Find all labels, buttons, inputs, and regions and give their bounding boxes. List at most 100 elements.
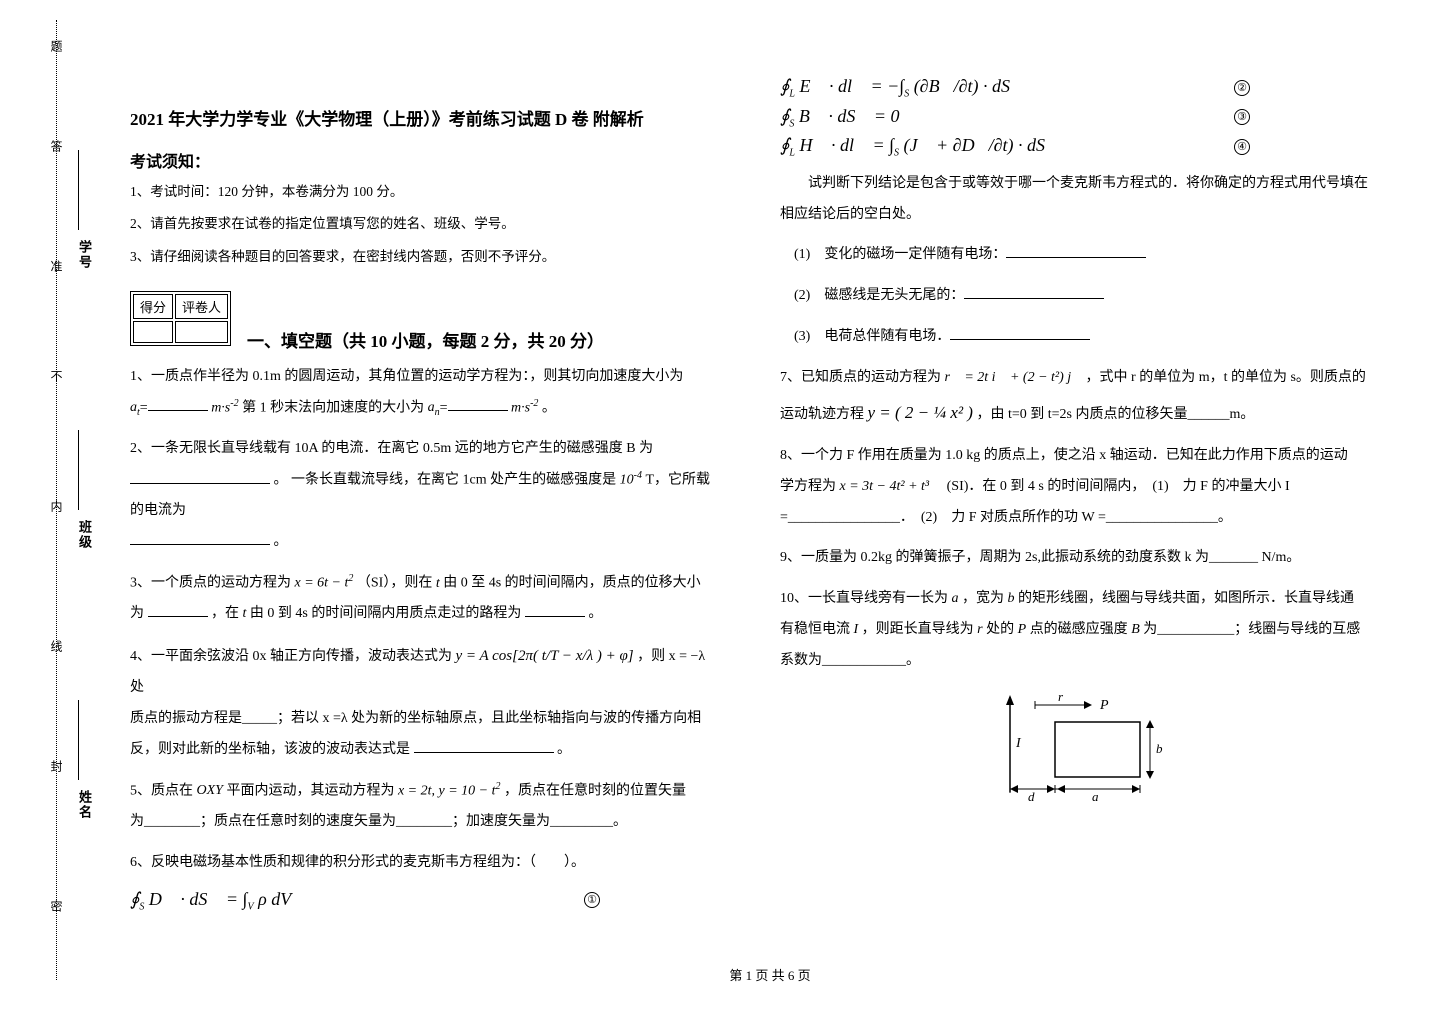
question-5: 5、质点在 OXY 平面内运动，其运动方程为 x = 2t, y = 10 − … [130, 776, 720, 838]
j1-blank [1006, 244, 1146, 258]
q3-e: 由 0 到 4s 的时间间隔内用质点走过的路程为 [250, 606, 521, 621]
q7-eq: r⃗ = 2t i⃗ + (2 − t²) j⃗ [945, 363, 1083, 394]
question-10: 10、一长直导线旁有一长为 a ，宽为 b 的矩形线圈，线圈与导线共面，如图所示… [780, 584, 1370, 676]
q8-si: (SI)．在 0 到 4 s 的时间间隔内， (1) 力 F 的冲量大小 I [947, 479, 1290, 494]
q5-eq: x = 2t, y = 10 − t2 [398, 776, 501, 807]
q1-text-a: 1、一质点作半径为 0.1m 的圆周运动，其角位置的运动学方程为：，则其切向加速… [130, 369, 683, 384]
side-name-line [78, 700, 79, 780]
page-footer: 第 1 页 共 6 页 [130, 965, 1410, 984]
exam-notices: 1、考试时间：120 分钟，本卷满分为 100 分。 2、请首先按要求在试卷的指… [130, 180, 720, 269]
q10-svg: I r P b [980, 687, 1170, 802]
right-column: ∮L E⃗ · dl⃗ = −∫S (∂B⃗/∂t) · dS⃗ ② ∮S B⃗… [780, 30, 1370, 918]
judge-item-1: (1) 变化的磁场一定伴随有电场： [780, 240, 1370, 271]
j2-blank [964, 285, 1104, 299]
q4-a: 4、一平面余弦波沿 0x 轴正方向传播，波动表达式为 [130, 649, 452, 664]
question-9: 9、一质量为 0.2kg 的弹簧振子，周期为 2s,此振动系统的劲度系数 k 为… [780, 543, 1370, 574]
judge-intro-1: 试判断下列结论是包含于或等效于哪一个麦克斯韦方程式的．将你确定的方程式用代号填在 [808, 176, 1368, 191]
maxwell-eq-3: ∮S B⃗ · dS⃗ = 0 ③ [780, 106, 1370, 130]
q4-d: 反，则对此新的坐标轴，该波的波动表达式是 [130, 742, 410, 757]
q7-a: 7、已知质点的运动方程为 [780, 370, 941, 385]
q3-blank-2 [525, 603, 585, 617]
m1-num: ① [584, 892, 600, 908]
question-2: 2、一条无限长直导线载有 10A 的电流．在离它 0.5m 远的地方它产生的磁感… [130, 434, 720, 558]
q3-end: 。 [588, 606, 602, 621]
question-8: 8、一个力 F 作用在质量为 1.0 kg 的质点上，使之沿 x 轴运动．已知在… [780, 441, 1370, 533]
maxwell-eq-4: ∮L H⃗ · dl⃗ = ∫S (J⃗ + ∂D⃗/∂t) · dS⃗ ④ [780, 135, 1370, 159]
side-name-label: 姓名 [75, 790, 94, 820]
q10-r: r [977, 615, 982, 646]
q4-c: 质点的振动方程是_____；若以 x =λ 处为新的坐标轴原点，且此坐标轴指向与… [130, 711, 701, 726]
q5-oxy: OXY [197, 776, 223, 807]
q10-d: 有稳恒电流 [780, 622, 850, 637]
q5-b: 平面内运动，其运动方程为 [226, 783, 394, 798]
q2-blank-1 [130, 470, 270, 484]
score-col-score: 得分 [133, 294, 173, 319]
q5-c: ，质点在任意时刻的位置矢量 [504, 783, 686, 798]
q8-c: =________________． (2) 力 F 对质点所作的功 W =__… [780, 510, 1232, 525]
q10-b: ，宽为 [962, 591, 1004, 606]
j3-blank [950, 326, 1090, 340]
m2-eq: ∮L E⃗ · dl⃗ = −∫S (∂B⃗/∂t) · dS⃗ [780, 76, 1024, 100]
m3-eq: ∮S B⃗ · dS⃗ = 0 [780, 106, 900, 130]
q1-blank-2 [448, 397, 508, 411]
q10-diagram: I r P b [780, 687, 1370, 807]
q10-P: P [1018, 615, 1027, 646]
q1-unit1-e: -2 [230, 398, 238, 409]
j1: (1) 变化的磁场一定伴随有电场： [794, 247, 1006, 262]
q8-a: 8、一个力 F 作用在质量为 1.0 kg 的质点上，使之沿 x 轴运动．已知在… [780, 448, 1348, 463]
notice-2: 2、请首先按要求在试卷的指定位置填写您的姓名、班级、学号。 [130, 212, 720, 236]
vert-seal-mi: 密 [48, 900, 65, 912]
question-1: 1、一质点作半径为 0.1m 的圆周运动，其角位置的运动学方程为：，则其切向加速… [130, 362, 720, 424]
q7-eq2: y = ( 2 − ¼ x² ) [868, 394, 973, 431]
notice-3: 3、请仔细阅读各种题目的回答要求，在密封线内答题，否则不予评分。 [130, 245, 720, 269]
notice-1: 1、考试时间：120 分钟，本卷满分为 100 分。 [130, 180, 720, 204]
maxwell-eq-1: ∮S D⃗ · dS⃗ = ∫V ρ dV ① [130, 889, 720, 913]
part1-header-row: 得分 评卷人 一、填空题（共 10 小题，每题 2 分，共 20 分） [130, 277, 720, 352]
m3-num: ③ [1234, 109, 1250, 125]
q2-c: 。 [274, 534, 288, 549]
score-col-marker: 评卷人 [175, 294, 228, 319]
q1-end: 。 [542, 400, 556, 415]
q10-I: I [854, 615, 859, 646]
q5-a: 5、质点在 [130, 783, 193, 798]
vert-seal-xian: 线 [48, 640, 65, 652]
q10-B: B [1131, 615, 1140, 646]
q5-eq-e: 2 [496, 781, 501, 792]
q2-val-b: 10 [620, 473, 634, 488]
q2-a: 2、一条无限长直导线载有 10A 的电流．在离它 0.5m 远的地方它产生的磁感… [130, 441, 653, 456]
q1-mid: 第 1 秒末法向加速度的大小为 [242, 400, 424, 415]
q4-eq: y = A cos[2π( t/T − x/λ ) + φ] [456, 640, 634, 673]
page-content: 2021 年大学力学专业《大学物理（上册）》考前练习试题 D 卷 附解析 考试须… [130, 30, 1410, 990]
q1-an-sym: a [428, 400, 435, 415]
judge-intro-2: 相应结论后的空白处。 [780, 207, 920, 222]
two-column-layout: 2021 年大学力学专业《大学物理（上册）》考前练习试题 D 卷 附解析 考试须… [130, 30, 1410, 918]
vert-seal-ti: 题 [48, 40, 65, 52]
side-class-line [78, 430, 79, 510]
m1-eq: ∮S D⃗ · dS⃗ = ∫V ρ dV [130, 889, 291, 913]
side-id-label: 学号 [75, 240, 94, 270]
vert-seal-bu: 不 [48, 370, 65, 382]
diag-P: P [1099, 698, 1109, 713]
q6-a: 6、反映电磁场基本性质和规律的积分形式的麦克斯韦方程组为：（ ）。 [130, 855, 585, 870]
part1-title: 一、填空题（共 10 小题，每题 2 分，共 20 分） [247, 327, 604, 352]
q2-blank-2 [130, 531, 270, 545]
q1-at-sym: a [130, 400, 137, 415]
q1-blank-1 [148, 397, 208, 411]
score-table: 得分 评卷人 [130, 291, 231, 346]
q1-unit2: m·s-2 [511, 393, 538, 424]
q3-c: 为 [130, 606, 144, 621]
q3-blank-1 [148, 603, 208, 617]
question-4: 4、一平面余弦波沿 0x 轴正方向传播，波动表达式为 y = A cos[2π(… [130, 640, 720, 765]
q1-at: at [130, 393, 140, 424]
side-class-label: 班级 [75, 520, 94, 550]
q10-a: 10、一长直导线旁有一长为 [780, 591, 948, 606]
m2-num: ② [1234, 80, 1250, 96]
vert-seal-nei: 内 [48, 500, 65, 512]
q3-t1: t [436, 569, 440, 600]
j2: (2) 磁感线是无头无尾的： [794, 288, 964, 303]
q10-c: 的矩形线圈，线圈与导线共面，如图所示．长直导线通 [1018, 591, 1354, 606]
q3-si: （SI），则在 [357, 576, 432, 591]
q4-end: 。 [557, 742, 571, 757]
q5-eq-b: x = 2t, y = 10 − t [398, 783, 496, 798]
side-id-line [78, 150, 79, 230]
